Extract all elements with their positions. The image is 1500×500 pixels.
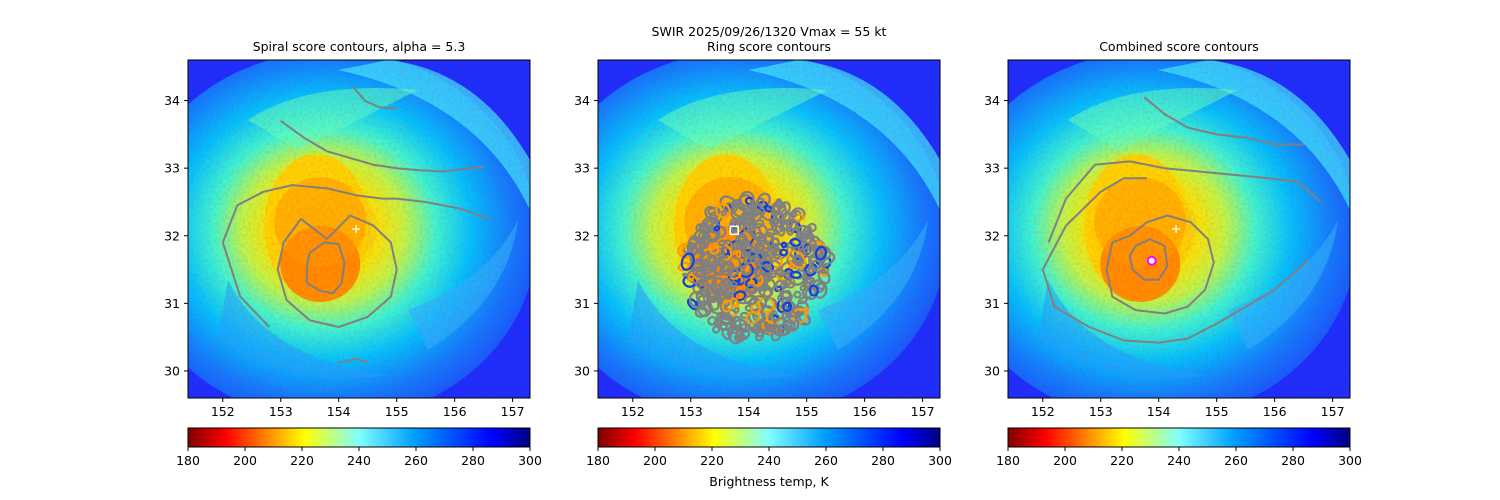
x-tick-label: 154 — [737, 404, 761, 419]
score-contour — [352, 86, 397, 110]
best-track-marker — [352, 225, 361, 233]
colorbar-tick-label: 300 — [928, 453, 952, 468]
x-tick-label: 156 — [443, 404, 467, 419]
x-tick-label: 153 — [679, 404, 703, 419]
colorbar-label: Brightness temp, K — [709, 474, 829, 489]
colorbar-tick-label: 200 — [233, 453, 257, 468]
center-fix-marker — [1146, 255, 1157, 266]
panel-spiral: Spiral score contours, alpha = 5.3 152 153… — [164, 39, 542, 468]
x-tick-label: 154 — [327, 404, 351, 419]
y-tick-label: 32 — [164, 228, 180, 243]
y-tick-label: 34 — [984, 93, 1000, 108]
brightness-temp-image — [1008, 60, 1350, 398]
panel-title: Spiral score contours, alpha = 5.3 — [253, 39, 466, 54]
colorbar-tick-label: 300 — [518, 453, 542, 468]
panel-title: Ring score contours — [707, 39, 831, 54]
colorbar-tick-label: 260 — [814, 453, 838, 468]
x-tick-label: 157 — [501, 404, 525, 419]
score-contour — [305, 241, 346, 295]
colorbar-tick-label: 200 — [1053, 453, 1077, 468]
colorbar-tick-label: 180 — [176, 453, 200, 468]
y-tick-label: 32 — [574, 228, 590, 243]
x-tick-label: 153 — [269, 404, 293, 419]
score-contour — [221, 184, 490, 328]
colorbar-tick-label: 180 — [996, 453, 1020, 468]
x-tick-label: 156 — [1263, 404, 1287, 419]
y-tick-label: 30 — [574, 363, 590, 378]
colorbar-tick-label: 180 — [586, 453, 610, 468]
colorbar-tick-label: 300 — [1338, 453, 1362, 468]
axes-frame — [187, 59, 531, 399]
brightness-temp-image — [188, 60, 530, 398]
score-contour — [1143, 96, 1304, 146]
x-tick-label: 155 — [795, 404, 819, 419]
y-tick-label: 31 — [984, 296, 1000, 311]
y-tick-label: 30 — [164, 363, 180, 378]
x-tick-label: 156 — [853, 404, 877, 419]
ring-center-marker — [729, 225, 739, 236]
y-tick-label: 31 — [574, 296, 590, 311]
y-tick-label: 33 — [984, 161, 1000, 176]
y-tick-label: 34 — [574, 93, 590, 108]
x-tick-label: 155 — [1205, 404, 1229, 419]
colorbar-tick-label: 260 — [1224, 453, 1248, 468]
x-tick-label: 152 — [621, 404, 645, 419]
ring-score-contours — [677, 190, 836, 345]
figure-suptitle: SWIR 2025/09/26/1320 Vmax = 55 kt — [652, 24, 887, 39]
y-tick-label: 31 — [164, 296, 180, 311]
colorbar-tick-label: 280 — [871, 453, 895, 468]
brightness-temp-image — [598, 60, 940, 398]
x-tick-label: 155 — [385, 404, 409, 419]
colorbar: 180 200 220 240 260 280 300 — [996, 427, 1362, 468]
panel-ring: Ring score contours 152 153 154 155 156 157 30 3… — [574, 39, 952, 468]
y-tick-label: 33 — [164, 161, 180, 176]
x-tick-label: 152 — [211, 404, 235, 419]
x-tick-label: 153 — [1089, 404, 1113, 419]
colorbar-tick-label: 220 — [290, 453, 314, 468]
colorbar: 180 200 220 240 260 280 300 — [176, 427, 542, 468]
x-tick-label: 154 — [1147, 404, 1171, 419]
y-tick-label: 34 — [164, 93, 180, 108]
panel-title: Combined score contours — [1099, 39, 1259, 54]
score-contour — [1047, 160, 1322, 243]
colorbar: 180 200 220 240 260 280 300 — [586, 427, 952, 468]
score-contour — [1041, 177, 1311, 344]
x-tick-label: 152 — [1031, 404, 1055, 419]
colorbar-tick-label: 280 — [1281, 453, 1305, 468]
colorbar-tick-label: 220 — [700, 453, 724, 468]
colorbar-tick-label: 220 — [1110, 453, 1134, 468]
y-tick-label: 30 — [984, 363, 1000, 378]
score-contour — [1105, 214, 1215, 315]
y-tick-label: 32 — [984, 228, 1000, 243]
score-contour — [1128, 238, 1169, 281]
score-contour — [280, 119, 484, 173]
colorbar-tick-label: 280 — [461, 453, 485, 468]
colorbar-tick-label: 240 — [757, 453, 781, 468]
score-contour — [338, 357, 369, 364]
y-tick-label: 33 — [574, 161, 590, 176]
x-tick-label: 157 — [911, 404, 935, 419]
colorbar-tick-label: 240 — [1167, 453, 1191, 468]
axes-frame — [597, 59, 941, 399]
colorbar-tick-label: 240 — [347, 453, 371, 468]
panel-combined: Combined score contours 152 153 154 155 156 15… — [984, 39, 1362, 468]
best-track-marker — [1172, 225, 1181, 233]
colorbar-tick-label: 200 — [643, 453, 667, 468]
axes-frame — [1007, 59, 1351, 399]
colorbar-tick-label: 260 — [404, 453, 428, 468]
score-contour — [276, 214, 398, 328]
x-tick-label: 157 — [1321, 404, 1345, 419]
